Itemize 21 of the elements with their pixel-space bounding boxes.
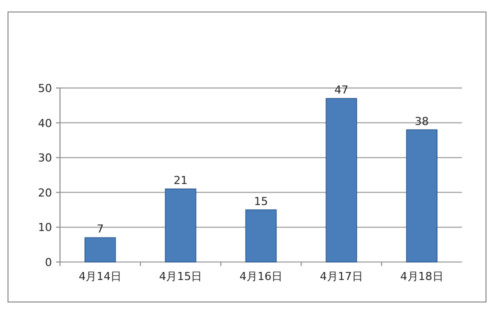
- x-tick-label: 4月16日: [240, 270, 282, 283]
- x-tick-label: 4月17日: [320, 270, 363, 283]
- data-label: 7: [96, 222, 104, 236]
- bar: [406, 129, 438, 262]
- bar: [84, 237, 116, 262]
- data-label: 15: [254, 194, 268, 208]
- y-tick-label: 30: [38, 152, 52, 165]
- y-tick-label: 0: [45, 256, 52, 269]
- data-label: 38: [414, 114, 429, 128]
- data-label: 21: [174, 174, 188, 187]
- y-tick-label: 50: [38, 82, 52, 95]
- x-tick-label: 4月18日: [400, 270, 444, 283]
- x-tick-label: 4月14日: [78, 270, 122, 283]
- y-tick-label: 10: [38, 221, 52, 234]
- bar: [326, 98, 358, 262]
- y-tick-label: 20: [38, 186, 52, 200]
- y-tick-label: 40: [38, 116, 52, 130]
- bar: [164, 188, 196, 262]
- x-tick-label: 4月15日: [159, 270, 202, 283]
- data-label: 47: [334, 83, 348, 96]
- bar: [245, 209, 277, 262]
